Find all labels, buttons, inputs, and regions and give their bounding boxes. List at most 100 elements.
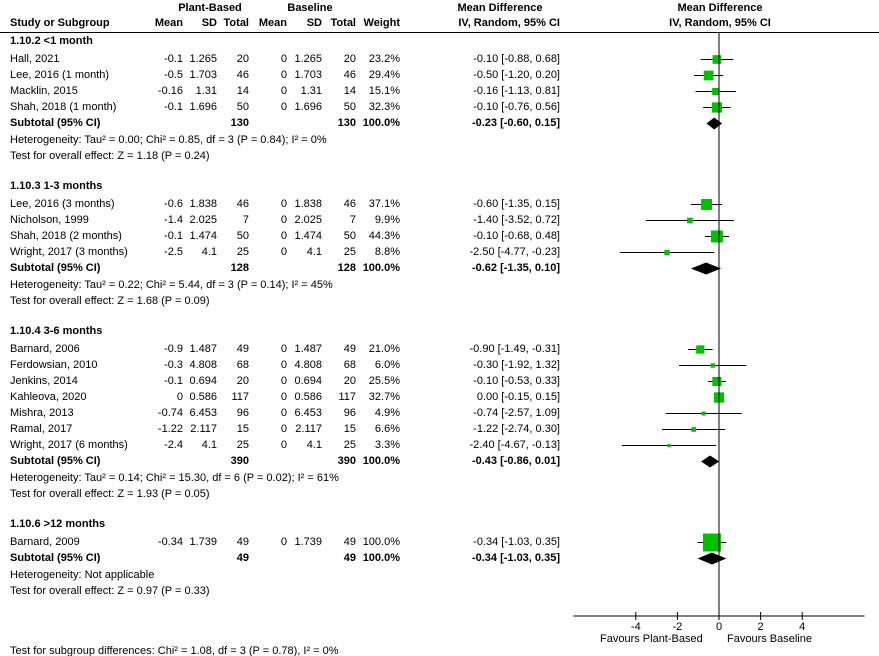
study-sd1: 4.808 — [189, 359, 217, 371]
study-weight: 21.0% — [368, 343, 400, 355]
study-weight: 100.0% — [362, 536, 400, 548]
study-square — [712, 88, 720, 95]
overall-effect-text: Test for overall effect: Z = 1.93 (P = 0… — [10, 488, 210, 500]
study-square — [711, 102, 723, 113]
study-name: Ferdowsian, 2010 — [10, 359, 98, 371]
study-weight: 29.4% — [368, 69, 400, 81]
study-square — [703, 70, 714, 81]
study-n2: 46 — [343, 69, 356, 81]
overall-effect-text: Test for overall effect: Z = 0.97 (P = 0… — [10, 585, 210, 597]
x-tick-label: -2 — [673, 621, 683, 633]
study-weight: 3.3% — [374, 439, 400, 451]
study-sd1: 0.694 — [189, 375, 217, 387]
study-m2: 0 — [280, 69, 287, 81]
favours-left: Favours Plant-Based — [600, 633, 703, 645]
study-n2: 14 — [343, 85, 356, 97]
study-sd1: 6.453 — [189, 407, 217, 419]
study-n2: 96 — [343, 407, 356, 419]
study-n1: 25 — [236, 246, 249, 258]
subtotal-ci: -0.43 [-0.86, 0.01] — [471, 455, 560, 467]
study-name: Wright, 2017 (6 months) — [10, 439, 128, 451]
subtotal-n1: 128 — [230, 262, 249, 274]
study-m2: 0 — [280, 423, 287, 435]
study-name: Nicholson, 1999 — [10, 214, 89, 226]
header-baseline: Baseline — [287, 2, 333, 14]
study-ci: -2.50 [-4.77, -0.23] — [469, 246, 561, 258]
subtotal-diamond — [690, 262, 722, 275]
study-ci: -0.10 [-0.53, 0.33] — [473, 375, 560, 387]
study-weight: 9.9% — [374, 214, 400, 226]
study-n1: 25 — [236, 439, 249, 451]
study-m1: -1.22 — [157, 423, 183, 435]
study-sd1: 1.265 — [189, 53, 217, 65]
subtotal-diamond — [701, 455, 720, 468]
subtotal-n1: 49 — [236, 552, 249, 564]
study-m2: 0 — [280, 214, 287, 226]
study-m2: 0 — [280, 536, 287, 548]
study-m2: 0 — [280, 391, 287, 403]
study-ci: -1.22 [-2.74, 0.30] — [473, 423, 560, 435]
study-sd1: 2.025 — [189, 214, 217, 226]
study-sd2: 2.025 — [294, 214, 322, 226]
study-square — [691, 427, 696, 432]
study-n1: 46 — [236, 69, 249, 81]
study-m2: 0 — [280, 198, 287, 210]
study-n2: 25 — [343, 439, 356, 451]
study-ci: -0.16 [-1.13, 0.81] — [473, 85, 560, 97]
study-name: Shah, 2018 (1 month) — [10, 101, 117, 113]
subtotal-ci: -0.23 [-0.60, 0.15] — [471, 117, 560, 129]
study-m1: -0.6 — [164, 198, 183, 210]
study-name: Barnard, 2009 — [10, 536, 80, 548]
study-square — [710, 230, 723, 243]
study-n1: 20 — [236, 375, 249, 387]
study-n2: 46 — [343, 198, 356, 210]
study-sd2: 2.117 — [295, 423, 322, 435]
study-m2: 0 — [280, 246, 287, 258]
subtotal-n1: 390 — [230, 455, 249, 467]
study-n1: 49 — [236, 343, 249, 355]
x-tick-label: -4 — [631, 621, 641, 633]
subgroup-test: Test for subgroup differences: Chi² = 1.… — [10, 645, 339, 656]
subtotal-label: Subtotal (95% CI) — [10, 262, 101, 274]
study-m2: 0 — [280, 375, 287, 387]
study-ci: -2.40 [-4.67, -0.13] — [469, 439, 561, 451]
subtotal-n2: 130 — [337, 117, 356, 129]
study-sd1: 1.474 — [189, 230, 217, 242]
study-n1: 96 — [236, 407, 249, 419]
study-sd2: 4.1 — [306, 439, 322, 451]
study-sd1: 0.586 — [189, 391, 217, 403]
x-tick-label: 2 — [758, 621, 764, 633]
study-m1: -0.34 — [157, 536, 183, 548]
study-ci: -0.30 [-1.92, 1.32] — [473, 359, 560, 371]
study-n2: 20 — [343, 53, 356, 65]
subtotal-label: Subtotal (95% CI) — [10, 117, 101, 129]
study-sd2: 1.265 — [294, 53, 322, 65]
study-n2: 7 — [349, 214, 356, 226]
study-sd2: 0.694 — [294, 375, 322, 387]
study-m2: 0 — [280, 407, 287, 419]
study-weight: 4.9% — [374, 407, 400, 419]
study-sd2: 1.696 — [294, 101, 322, 113]
header-total1: Total — [223, 17, 249, 29]
subgroup-title: 1.10.6 >12 months — [10, 518, 106, 530]
study-n1: 15 — [236, 423, 249, 435]
overall-effect-text: Test for overall effect: Z = 1.18 (P = 0… — [10, 150, 210, 162]
study-m2: 0 — [280, 85, 287, 97]
study-sd1: 2.117 — [190, 423, 217, 435]
study-m2: 0 — [280, 53, 287, 65]
study-ci: -0.10 [-0.68, 0.48] — [473, 230, 560, 242]
study-weight: 15.1% — [368, 85, 400, 97]
study-m1: -2.4 — [164, 439, 183, 451]
header-plant-based: Plant-Based — [178, 2, 242, 14]
study-sd1: 4.1 — [201, 246, 217, 258]
subtotal-n2: 128 — [337, 262, 356, 274]
header-total2: Total — [330, 17, 356, 29]
study-m1: -0.9 — [164, 343, 183, 355]
study-m1: -0.16 — [157, 85, 183, 97]
subtotal-n2: 390 — [337, 455, 356, 467]
study-n2: 50 — [343, 101, 356, 113]
study-m2: 0 — [280, 359, 287, 371]
study-sd1: 1.31 — [195, 85, 217, 97]
study-sd2: 1.838 — [294, 198, 322, 210]
